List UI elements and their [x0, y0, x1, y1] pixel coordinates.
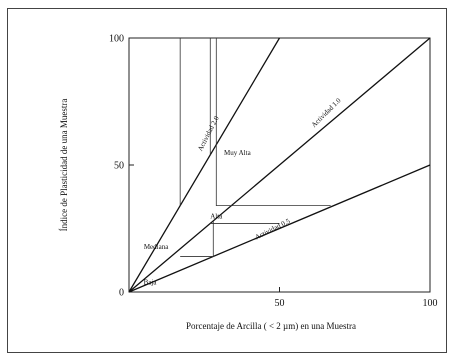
activity-line	[128, 164, 431, 293]
y-tick-label: 100	[109, 34, 124, 45]
zone-annotation: Actividad 2.0	[196, 114, 221, 152]
zone-boundary-line	[180, 220, 214, 257]
activity-line	[128, 37, 431, 293]
x-tick-label: 50	[275, 298, 285, 309]
y-axis-label: Índice de Plasticidad de una Muestra	[59, 99, 69, 232]
zone-annotation: Mediana	[144, 243, 169, 251]
y-tick-label: 0	[119, 288, 124, 299]
y-tick-label: 50	[114, 161, 124, 172]
zone-annotation: Actividad 1.0	[310, 96, 343, 129]
activity-lines	[128, 37, 431, 293]
zone-boundaries	[179, 38, 331, 257]
zone-annotation: Alta	[210, 212, 223, 220]
zone-boundary-line	[215, 38, 331, 207]
x-axis-label: Porcentaje de Arcilla ( < 2 µm) en una M…	[186, 321, 356, 331]
annotations: Actividad 2.0 Actividad 1.0 Actividad 0.5 M…	[144, 96, 343, 286]
activity-line	[128, 37, 281, 293]
zone-annotation: Muy Alta	[224, 149, 252, 157]
figure-border	[7, 8, 447, 353]
zone-annotation: Actividad 0.5	[254, 217, 292, 242]
x-tick-label: 100	[423, 298, 438, 309]
zone-annotation: Baja	[144, 278, 158, 286]
